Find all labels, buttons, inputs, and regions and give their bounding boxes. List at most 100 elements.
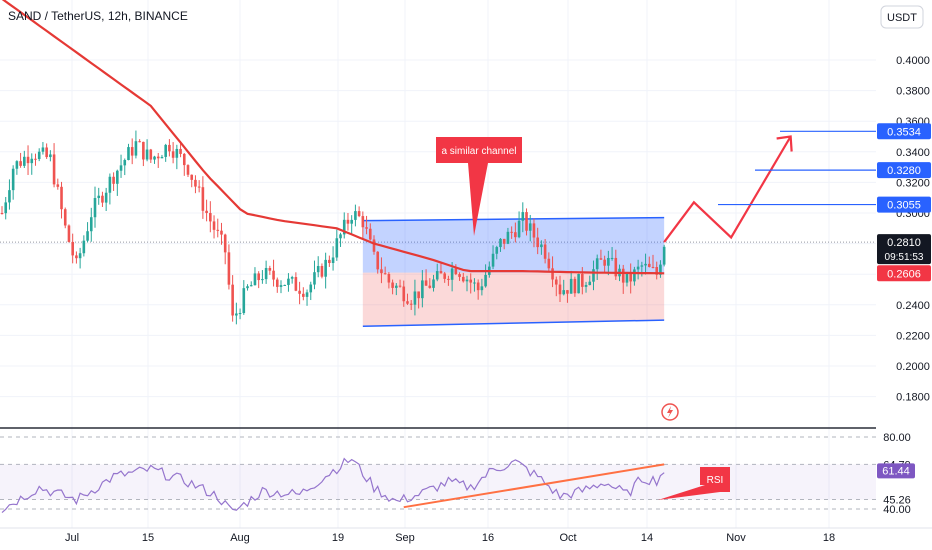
time-axis[interactable]: Jul 15 Aug 19 Sep 16 Oct 14 Nov 18 — [65, 532, 835, 544]
rsi-callout-bubble — [658, 467, 730, 500]
candle-body — [595, 258, 599, 270]
candle-body — [201, 187, 205, 211]
candle-body — [123, 160, 127, 166]
moving-average-path — [1, 0, 665, 275]
candle-body — [294, 277, 298, 291]
candle-body — [551, 268, 554, 280]
candle-body — [629, 273, 632, 282]
candle-body — [569, 278, 573, 294]
candle-body — [398, 285, 402, 287]
candle-body — [473, 282, 476, 284]
candle-body — [554, 279, 558, 285]
price-tick-label: 0.4000 — [896, 55, 930, 67]
price-badge-level-1-bg — [877, 123, 931, 140]
candle-body — [395, 285, 398, 288]
candle-body — [331, 257, 335, 264]
rsi-callout-text: RSI — [707, 475, 724, 486]
candle-body — [662, 246, 666, 265]
candle-body — [78, 253, 82, 259]
candle-body — [238, 313, 242, 315]
time-tick-label: 14 — [641, 532, 653, 544]
candle-body — [190, 174, 194, 180]
lightning-icon-bolt — [667, 406, 673, 418]
candle-body — [328, 259, 331, 264]
candle-body — [153, 156, 156, 160]
candle-body — [179, 148, 182, 154]
candle-body — [499, 238, 502, 248]
candle-body — [320, 266, 324, 277]
candle-body — [194, 179, 197, 187]
currency-button[interactable]: USDT — [887, 12, 917, 24]
last-price-badge-bg — [877, 234, 931, 265]
candle-body — [0, 213, 4, 214]
time-tick-label: 16 — [482, 532, 494, 544]
candle-body — [581, 273, 584, 287]
candle-body — [480, 286, 484, 291]
candle-body — [633, 269, 636, 282]
candle-body — [253, 273, 257, 286]
candle-body — [365, 227, 368, 229]
candle-body — [603, 259, 606, 266]
candle-body — [186, 165, 190, 175]
candle-body — [71, 241, 74, 256]
time-tick-label: Jul — [65, 532, 79, 544]
candle-body — [4, 202, 8, 214]
candle-body — [261, 279, 264, 281]
candle-body — [216, 229, 220, 231]
candle-body — [63, 209, 67, 226]
projection-arrowhead — [776, 135, 793, 152]
candle-body — [149, 149, 153, 160]
candle-body — [290, 277, 294, 279]
price-tick-label: 0.2400 — [896, 300, 930, 312]
candle-body — [584, 285, 588, 287]
candle-body — [439, 271, 443, 274]
candle-body — [383, 273, 387, 275]
candle-body — [209, 213, 212, 222]
candle-body — [134, 141, 138, 156]
candle-body — [540, 244, 543, 248]
candle-body — [264, 267, 268, 280]
price-tick-label: 0.2000 — [896, 361, 930, 373]
last-price-badge: 0.2810 — [887, 237, 921, 249]
candle-body — [156, 156, 160, 159]
candle-body — [536, 237, 539, 248]
candle-body — [313, 272, 316, 285]
candle-body — [26, 156, 30, 164]
candle-body — [476, 282, 480, 291]
candle-body — [465, 279, 469, 282]
candle-body — [23, 156, 26, 166]
candle-body — [566, 290, 569, 294]
price-tick-label: 0.3200 — [896, 177, 930, 189]
candle-body — [275, 279, 279, 287]
candle-body — [279, 285, 283, 287]
candle-body — [283, 284, 287, 286]
price-badge-level-2-bg — [877, 162, 931, 179]
candle-body — [625, 273, 629, 283]
candle-body — [432, 279, 435, 288]
candle-body — [342, 219, 346, 235]
candle-body — [220, 230, 223, 235]
candle-body — [588, 281, 592, 286]
candle-body — [368, 228, 372, 240]
currency-button-bg[interactable] — [880, 5, 924, 29]
candle-body — [86, 231, 89, 241]
price-tick-label: 0.1800 — [896, 392, 930, 404]
candle-body — [532, 223, 536, 238]
candle-body — [514, 232, 517, 238]
ma-value-badge-bg — [877, 265, 931, 282]
price-axis[interactable]: 0.40000.38000.36000.34000.32000.30000.24… — [877, 55, 931, 404]
time-tick-label: Nov — [726, 532, 746, 544]
price-badge-level-2: 0.3280 — [887, 165, 921, 177]
time-tick-label: 19 — [332, 532, 344, 544]
candle-body — [614, 257, 618, 277]
candle-body — [108, 176, 112, 193]
rsi-bottom-label: 40.00 — [883, 504, 911, 516]
candle-body — [93, 198, 97, 218]
candle-body — [409, 303, 413, 305]
candle-body — [413, 291, 417, 305]
candle-body — [469, 279, 473, 283]
candle-body — [37, 151, 41, 160]
candle-body — [450, 268, 454, 280]
price-tick-label: 0.3400 — [896, 147, 930, 159]
